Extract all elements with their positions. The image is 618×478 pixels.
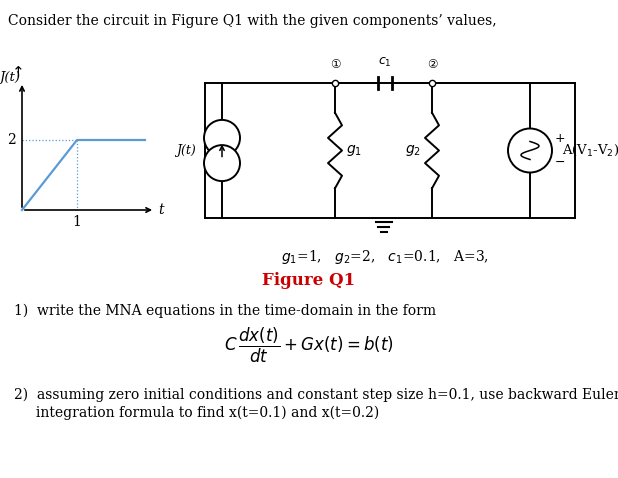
Text: 1)  write the MNA equations in the time-domain in the form: 1) write the MNA equations in the time-d… [14,304,436,318]
Text: 2)  assuming zero initial conditions and constant step size h=0.1, use backward : 2) assuming zero initial conditions and … [14,388,618,402]
Circle shape [204,145,240,181]
Circle shape [204,120,240,156]
Text: Consider the circuit in Figure Q1 with the given components’ values,: Consider the circuit in Figure Q1 with t… [8,14,497,28]
Text: ↑: ↑ [12,65,24,80]
Text: 2: 2 [7,133,16,147]
Text: J(t): J(t) [0,71,20,84]
Text: integration formula to find x(t=0.1) and x(t=0.2): integration formula to find x(t=0.1) and… [14,406,379,420]
Text: 1: 1 [72,215,82,229]
Text: $g_1$=1,   $g_2$=2,   $c_1$=0.1,   A=3,: $g_1$=1, $g_2$=2, $c_1$=0.1, A=3, [281,248,489,266]
Circle shape [508,129,552,173]
Text: J(t): J(t) [176,144,196,157]
Text: $C\,\dfrac{dx(t)}{dt} + Gx(t) = b(t)$: $C\,\dfrac{dx(t)}{dt} + Gx(t) = b(t)$ [224,326,394,365]
Text: ②: ② [427,58,438,71]
Text: $c_1$: $c_1$ [378,56,392,69]
Text: −: − [555,156,565,169]
Text: ①: ① [330,58,341,71]
Text: A(V$_1$-V$_2$): A(V$_1$-V$_2$) [562,143,618,158]
Text: t: t [158,203,164,217]
Text: Figure Q1: Figure Q1 [263,272,355,289]
Text: +: + [555,132,565,145]
Text: $g_2$: $g_2$ [405,143,421,158]
Text: $g_1$: $g_1$ [346,143,362,158]
